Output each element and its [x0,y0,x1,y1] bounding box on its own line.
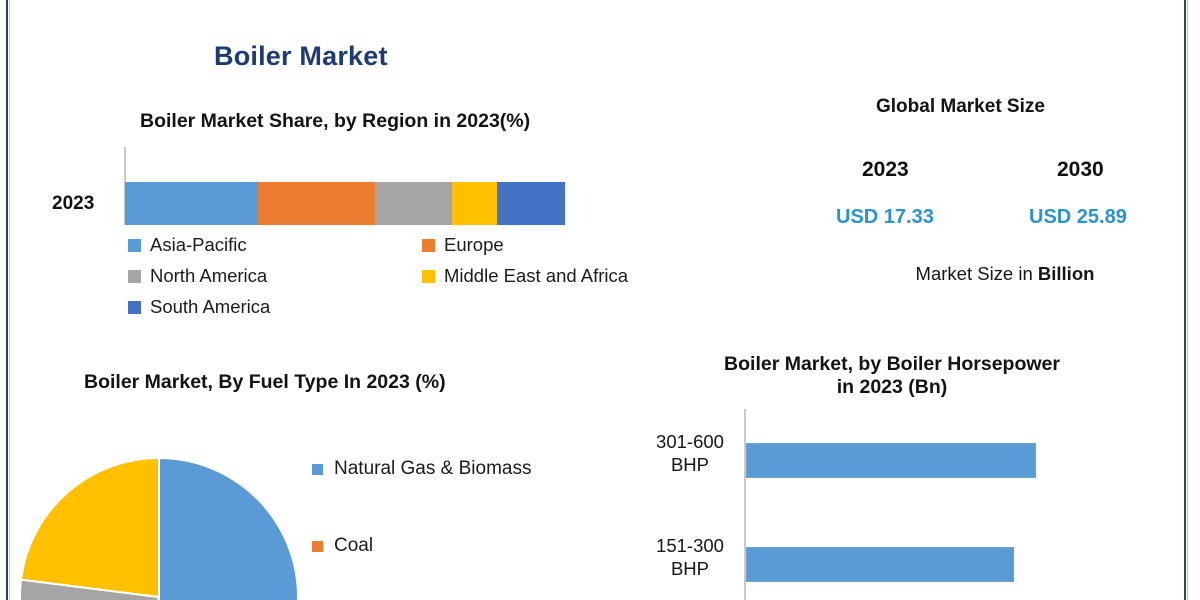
fuel-legend-label: Natural Gas & Biomass [334,458,532,479]
gms-year-2030-label: 2030 [1057,158,1104,181]
region-legend-item: Asia-Pacific [128,234,247,256]
horsepower-label-line1: 151-300 [656,535,724,556]
legend-swatch-icon [128,238,141,252]
fuel-chart-title: Boiler Market, By Fuel Type In 2023 (%) [84,371,446,393]
horsepower-bar [746,443,1036,478]
region-stacked-bar [125,182,565,225]
region-legend-item: South America [128,296,270,318]
horsepower-bar [746,547,1015,582]
horsepower-label-line1: 301-600 [656,431,724,452]
horsepower-title-line1: Boiler Market, by Boiler Horsepower [724,353,1060,375]
horsepower-chart-axis [744,409,746,600]
right-border-accent [1184,0,1186,600]
gms-value-2023: USD 17.33 [836,206,934,228]
legend-swatch-icon [312,540,323,552]
legend-swatch-icon [128,269,141,283]
region-chart-title: Boiler Market Share, by Region in 2023(%… [140,110,531,132]
region-bar-segment [496,182,565,225]
region-bar-segment [125,182,258,225]
left-border-accent-inner [9,0,10,600]
page-title: Boiler Market [214,41,388,71]
gms-footer-prefix: Market Size in [915,263,1038,284]
horsepower-label-line2: BHP [670,558,710,580]
gms-footer-unit: Billion [1037,263,1095,284]
region-legend-item: Middle East and Africa [422,265,628,287]
gms-value-2030: USD 25.89 [1029,206,1127,228]
region-legend-label: Asia-Pacific [150,234,247,255]
region-legend-label: Middle East and Africa [444,265,629,286]
horsepower-chart-title: Boiler Market, by Boiler Horsepower in 20… [676,353,1108,399]
region-bar-segment [257,182,375,225]
legend-swatch-icon [422,269,435,283]
region-legend-label: North America [150,265,268,286]
region-legend-item: North America [128,265,267,287]
gms-year-2023-label: 2023 [862,158,909,181]
legend-swatch-icon [312,463,323,475]
horsepower-category-label: 301-600 BHP [640,430,740,476]
region-legend-label: Europe [444,234,504,255]
region-bar-segment [451,182,497,225]
legend-swatch-icon [422,238,435,252]
gms-footer-note: Market Size in Billion [880,263,1130,285]
region-category-label: 2023 [52,193,95,214]
right-border-accent-inner [1187,0,1188,600]
global-market-size-title: Global Market Size [876,96,1045,117]
pie-slice: Natural Gas & Biomass [158,457,299,600]
fuel-legend-item: Coal [312,535,373,557]
region-legend-label: South America [150,296,271,317]
fuel-pie-svg: Natural Gas & BiomassCoalOilOther [19,457,299,600]
horsepower-title-line2: in 2023 (Bn) [836,376,948,398]
pie-slice: Other [19,457,160,599]
region-bar-segment [374,182,452,225]
horsepower-category-label: 151-300 BHP [640,534,740,580]
horsepower-label-line2: BHP [670,454,710,476]
legend-swatch-icon [128,300,141,314]
left-border-accent [6,0,8,600]
fuel-legend-item: Natural Gas & Biomass [312,458,531,480]
region-legend-item: Europe [422,234,504,256]
fuel-type-pie-chart: Natural Gas & BiomassCoalOilOther [19,457,299,600]
fuel-legend-label: Coal [334,535,374,556]
